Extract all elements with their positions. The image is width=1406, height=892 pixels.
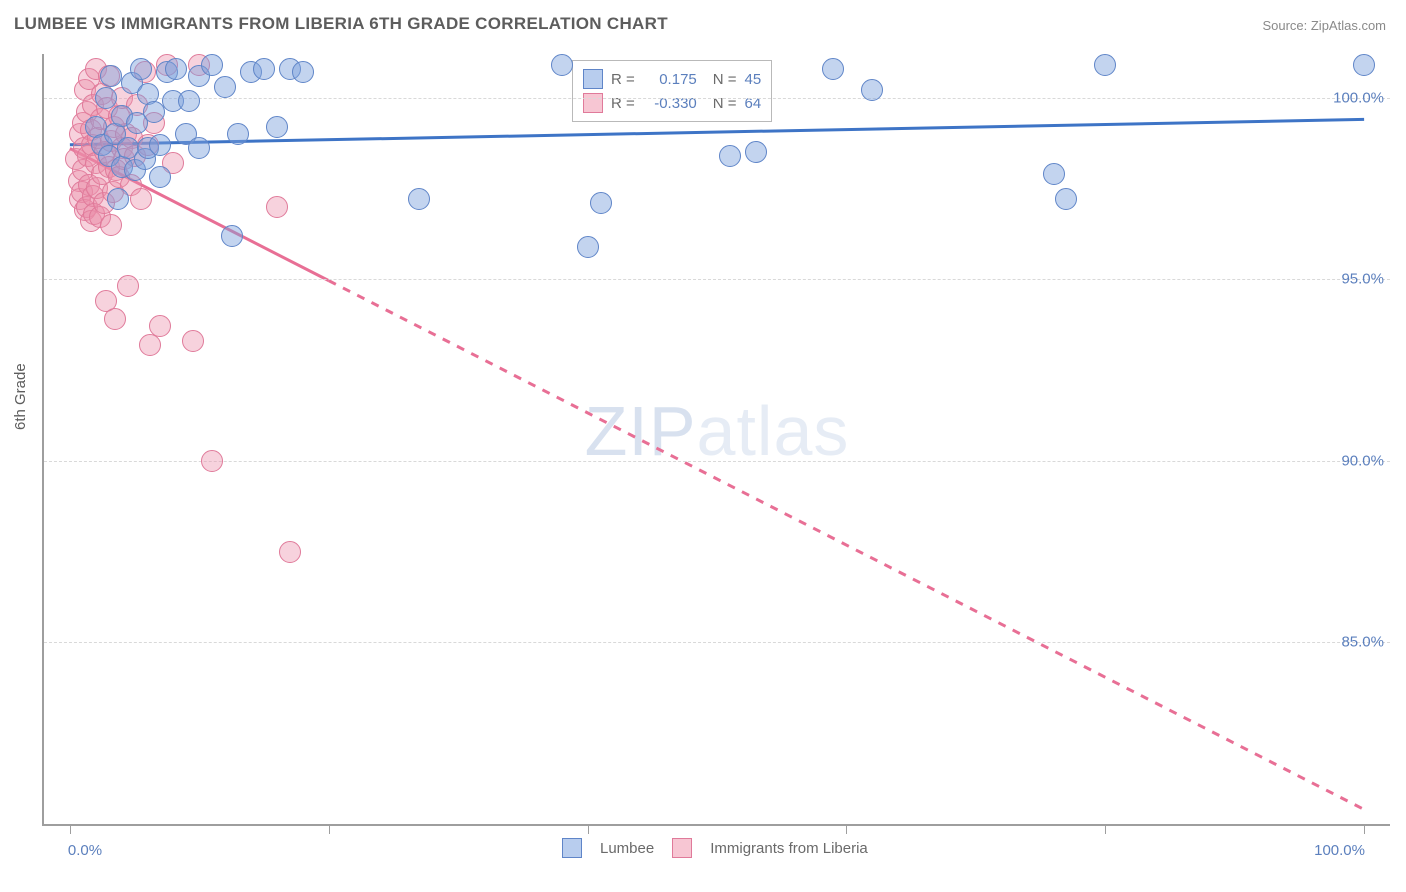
point-lumbee xyxy=(1043,163,1065,185)
series-legend: Lumbee Immigrants from Liberia xyxy=(562,838,868,858)
x-tick-label: 0.0% xyxy=(68,842,102,859)
point-lumbee xyxy=(130,58,152,80)
x-tick xyxy=(329,824,330,834)
point-lumbee xyxy=(1094,54,1116,76)
point-lumbee xyxy=(178,90,200,112)
point-lumbee xyxy=(745,141,767,163)
gridline xyxy=(44,461,1390,462)
plot-area: ZIPatlas R = 0.175 N = 45 R = -0.330 N =… xyxy=(42,54,1390,826)
point-lumbee xyxy=(227,123,249,145)
watermark: ZIPatlas xyxy=(585,391,850,471)
point-lumbee xyxy=(100,65,122,87)
point-lumbee xyxy=(822,58,844,80)
legend-row-lumbee: R = 0.175 N = 45 xyxy=(583,67,761,91)
legend-n-lumbee: 45 xyxy=(745,71,762,88)
point-lumbee xyxy=(292,61,314,83)
series-label-lumbee: Lumbee xyxy=(600,840,654,857)
gridline xyxy=(44,279,1390,280)
x-tick xyxy=(70,824,71,834)
y-tick-label: 90.0% xyxy=(1341,452,1384,469)
x-tick xyxy=(846,824,847,834)
swatch-lumbee xyxy=(562,838,582,858)
legend-r-label: R = xyxy=(611,71,635,88)
point-lumbee xyxy=(1353,54,1375,76)
point-liberia xyxy=(104,308,126,330)
point-lumbee xyxy=(861,79,883,101)
source-attribution: Source: ZipAtlas.com xyxy=(1262,18,1386,33)
point-lumbee xyxy=(201,54,223,76)
point-lumbee xyxy=(719,145,741,167)
point-liberia xyxy=(266,196,288,218)
legend-r-lumbee: 0.175 xyxy=(643,71,697,88)
x-tick-label: 100.0% xyxy=(1314,842,1365,859)
point-liberia xyxy=(279,541,301,563)
y-tick-label: 85.0% xyxy=(1341,634,1384,651)
trend-lines xyxy=(44,54,1390,824)
gridline xyxy=(44,642,1390,643)
point-lumbee xyxy=(590,192,612,214)
point-lumbee xyxy=(107,188,129,210)
point-lumbee xyxy=(149,134,171,156)
chart-title: LUMBEE VS IMMIGRANTS FROM LIBERIA 6TH GR… xyxy=(14,14,668,34)
point-liberia xyxy=(117,275,139,297)
point-lumbee xyxy=(577,236,599,258)
point-lumbee xyxy=(1055,188,1077,210)
y-axis-title: 6th Grade xyxy=(12,363,29,430)
point-lumbee xyxy=(253,58,275,80)
series-label-liberia: Immigrants from Liberia xyxy=(710,840,868,857)
point-lumbee xyxy=(95,87,117,109)
point-liberia xyxy=(182,330,204,352)
point-liberia xyxy=(100,214,122,236)
legend-n-label: N = xyxy=(713,71,737,88)
point-lumbee xyxy=(221,225,243,247)
swatch-liberia xyxy=(672,838,692,858)
point-lumbee xyxy=(551,54,573,76)
point-lumbee xyxy=(165,58,187,80)
point-lumbee xyxy=(149,166,171,188)
gridline xyxy=(44,98,1390,99)
point-lumbee xyxy=(266,116,288,138)
point-lumbee xyxy=(143,101,165,123)
point-liberia xyxy=(149,315,171,337)
point-lumbee xyxy=(408,188,430,210)
point-lumbee xyxy=(188,137,210,159)
y-tick-label: 95.0% xyxy=(1341,271,1384,288)
swatch-liberia xyxy=(583,93,603,113)
legend-row-liberia: R = -0.330 N = 64 xyxy=(583,91,761,115)
x-tick xyxy=(588,824,589,834)
watermark-light: atlas xyxy=(697,392,850,470)
point-lumbee xyxy=(214,76,236,98)
x-tick xyxy=(1364,824,1365,834)
swatch-lumbee xyxy=(583,69,603,89)
watermark-bold: ZIP xyxy=(585,392,697,470)
correlation-legend: R = 0.175 N = 45 R = -0.330 N = 64 xyxy=(572,60,772,122)
x-tick xyxy=(1105,824,1106,834)
point-liberia xyxy=(201,450,223,472)
y-tick-label: 100.0% xyxy=(1333,89,1384,106)
point-liberia xyxy=(130,188,152,210)
